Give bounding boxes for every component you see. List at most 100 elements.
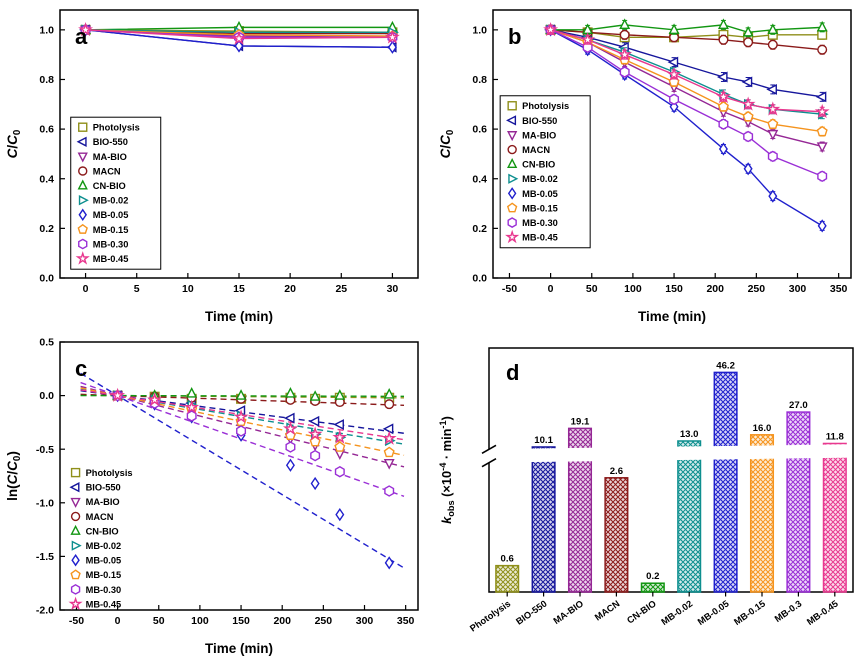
legend-marker-MB-0.05: [78, 208, 87, 222]
y-axis-title: C/C0: [5, 130, 23, 159]
y-tick-label: 0.0: [39, 390, 54, 402]
data-marker-MACN: [817, 44, 828, 55]
data-marker-BIO-550: [716, 71, 728, 83]
y-tick-label: 0.6: [472, 124, 487, 136]
bar-value-label-MB-0.15: 16.0: [753, 423, 772, 434]
legend-marker-Photolysis: [78, 122, 88, 132]
legend-marker-MB-0.30: [78, 238, 88, 250]
y-tick-label: 0.8: [472, 74, 487, 86]
bar-MB-0.05: [713, 371, 738, 593]
data-marker-MB-0.30: [236, 425, 247, 437]
x-tick-label: 0: [548, 283, 554, 295]
plot-frame: [59, 341, 419, 611]
data-marker-MB-0.30: [619, 66, 630, 78]
bar-value-label-CN-BIO: 0.2: [646, 571, 659, 582]
legend-marker-MA-BIO: [77, 152, 88, 163]
data-marker-CN-BIO: [235, 389, 247, 400]
axis-break-mark: [481, 444, 497, 454]
y-tick-label: 0.8: [39, 74, 54, 86]
y-tick-label: 0.5: [39, 337, 54, 349]
legend-label-MB-0.15: MB-0.15: [522, 203, 558, 213]
x-tick-label: 350: [830, 283, 848, 295]
legend-label-MACN: MACN: [522, 145, 550, 155]
x-tick-label: 300: [789, 283, 807, 295]
legend-label-MB-0.15: MB-0.15: [93, 225, 129, 235]
data-marker-MB-0.15: [767, 118, 779, 129]
data-marker-MB-0.45: [184, 399, 200, 414]
x-tick-label: -50: [502, 283, 517, 295]
data-marker-MB-0.45: [617, 46, 633, 62]
y-tick-label: -2.0: [36, 605, 54, 617]
data-marker-CN-BIO: [383, 388, 395, 399]
data-marker-BIO-550: [283, 412, 295, 424]
x-tick-label: 200: [273, 615, 291, 627]
x-tick-label: 100: [624, 283, 642, 295]
legend-marker-MB-0.05: [71, 553, 80, 567]
series-line-CN-BIO: [550, 24, 823, 34]
data-marker-BIO-550: [766, 83, 777, 95]
data-marker-MB-0.45: [715, 89, 731, 104]
legend-label-Photolysis: Photolysis: [86, 468, 133, 478]
bar-category-label-MB-0.15: MB-0.15: [732, 598, 767, 627]
data-marker-MB-0.15: [717, 100, 729, 112]
legend-marker-MACN: [507, 144, 517, 155]
bar-category-label-Photolysis: Photolysis: [468, 598, 512, 633]
data-marker-MB-0.05: [743, 162, 753, 176]
x-axis-title: Time (min): [205, 641, 273, 656]
panel-d-rate-constant-bar-chart: 0.6 Photolysis 10.1 BIO-550 19.1 MA-BIO 2.6 MAC…: [438, 347, 854, 634]
x-tick-label: 5: [134, 283, 140, 295]
data-marker-MA-BIO: [767, 129, 779, 141]
data-marker-MA-BIO: [383, 458, 395, 470]
data-marker-MB-0.30: [817, 170, 828, 183]
y-tick-label: 0.4: [472, 173, 487, 185]
data-marker-MB-0.30: [334, 465, 345, 478]
data-marker-BIO-550: [741, 76, 753, 88]
bar-category-label-MB-0.3: MB-0.3: [773, 598, 804, 624]
data-marker-MB-0.05: [335, 507, 345, 522]
legend-label-BIO-550: BIO-550: [86, 483, 121, 493]
panel-letter-d: d: [506, 360, 519, 385]
bar-MB-0.45: [822, 442, 847, 593]
legend-label-MACN: MACN: [93, 166, 121, 176]
x-tick-label: 0: [115, 615, 121, 627]
data-marker-MB-0.45: [110, 387, 126, 402]
data-marker-MACN: [767, 39, 778, 50]
data-marker-BIO-550: [815, 91, 827, 103]
series-line-BIO-550: [550, 29, 823, 98]
legend-label-MB-0.02: MB-0.02: [522, 174, 558, 184]
panel-a-dark-adsorption-chart: 0 5 10 15 20 25 30 0.0 0.2 0.4 0.6 0.8 1.0 Time (min)…: [5, 9, 419, 324]
y-axis-title: C/C0: [438, 130, 456, 159]
legend-label-MB-0.45: MB-0.45: [86, 599, 122, 609]
legend-marker-MB-0.02: [508, 173, 519, 184]
data-marker-MB-0.45: [381, 430, 397, 445]
data-marker-MB-0.45: [282, 420, 298, 436]
panel-letter-b: b: [508, 24, 521, 49]
data-marker-CN-BIO: [284, 386, 296, 398]
legend-label-MB-0.02: MB-0.02: [86, 541, 122, 551]
y-tick-label: 0.2: [472, 223, 487, 235]
legend-marker-MB-0.30: [70, 583, 81, 595]
data-marker-MB-0.30: [669, 93, 680, 106]
x-tick-label: 25: [335, 283, 347, 295]
y-tick-label: 1.0: [39, 24, 54, 36]
data-marker-MB-0.05: [285, 458, 295, 472]
legend-label-BIO-550: BIO-550: [522, 116, 557, 126]
legend-label-CN-BIO: CN-BIO: [86, 526, 119, 536]
y-tick-label: -1.0: [36, 497, 54, 509]
data-marker-MB-0.05: [387, 40, 397, 54]
data-marker-MB-0.30: [384, 485, 395, 497]
panel-letter-c: c: [75, 356, 87, 381]
bar-value-label-BIO-550: 10.1: [534, 435, 553, 446]
bar-value-label-MB-0.3: 27.0: [789, 400, 808, 411]
x-tick-label: 150: [232, 615, 250, 627]
bar-value-label-MB-0.05: 46.2: [716, 360, 735, 371]
bar-Photolysis: [495, 564, 520, 593]
legend-label-MA-BIO: MA-BIO: [86, 497, 120, 507]
legend-label-MB-0.30: MB-0.30: [93, 239, 129, 249]
data-marker-MB-0.45: [307, 426, 323, 441]
y-tick-label: -1.5: [36, 551, 54, 563]
data-marker-CN-BIO: [717, 18, 729, 30]
legend-marker-MACN: [70, 511, 81, 522]
legend-label-MB-0.05: MB-0.05: [86, 556, 122, 566]
x-axis-title: Time (min): [638, 309, 706, 324]
